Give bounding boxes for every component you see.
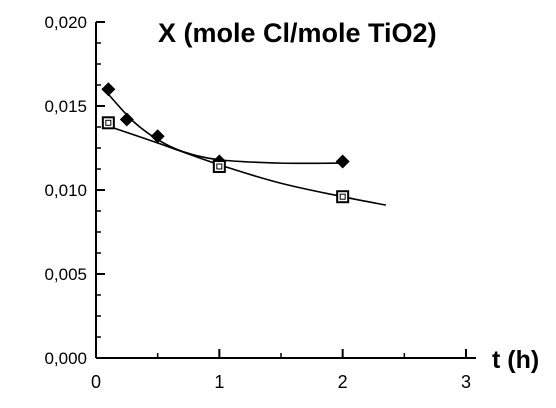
square-marker-inner — [216, 163, 223, 170]
square-marker — [212, 159, 226, 173]
diamond-marker — [101, 82, 116, 97]
y-tick-label: 0,015 — [44, 97, 87, 116]
square-marker-inner — [339, 193, 346, 200]
chart-title: X (mole Cl/mole TiO2) — [158, 18, 437, 48]
axes — [95, 22, 476, 359]
x-tick-label: 2 — [338, 372, 348, 392]
data-markers — [101, 82, 350, 204]
diamond-marker — [150, 129, 165, 144]
ticks: 0,000 0,005 0,010 0,015 0,020 0 1 2 3 — [44, 13, 471, 392]
diamond-marker — [335, 154, 350, 169]
y-tick-label: 0,010 — [44, 181, 87, 200]
y-tick-label: 0,000 — [44, 349, 87, 368]
fit-curve-1 — [107, 93, 343, 165]
diamond-marker — [119, 112, 134, 127]
square-marker — [336, 190, 350, 204]
fit-curves — [107, 93, 386, 206]
y-tick-label: 0,020 — [44, 13, 87, 32]
x-tick-label: 3 — [461, 372, 471, 392]
x-tick-label: 1 — [214, 372, 224, 392]
square-marker — [101, 116, 115, 130]
y-tick-label: 0,005 — [44, 265, 87, 284]
square-marker-inner — [105, 119, 112, 126]
x-tick-label: 0 — [91, 372, 101, 392]
x-axis-label: t (h) — [492, 346, 539, 374]
